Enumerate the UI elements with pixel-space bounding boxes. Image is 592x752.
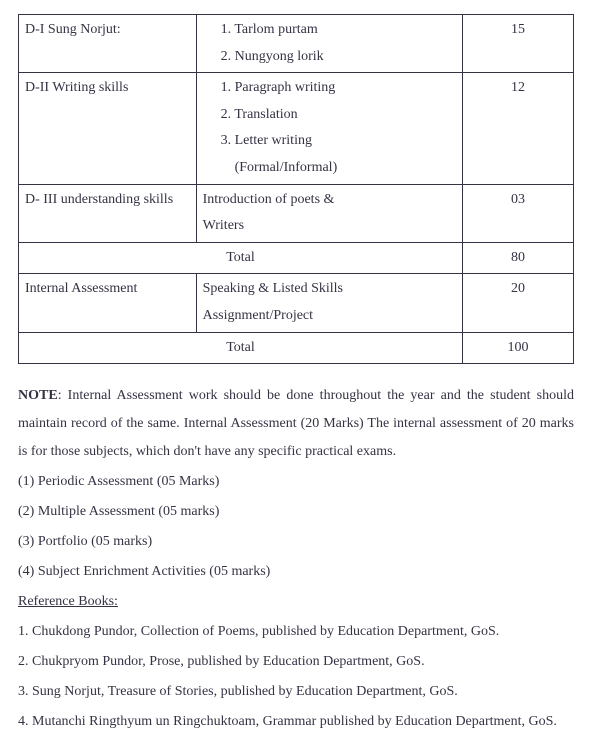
list-item: (3) Portfolio (05 marks) [18,528,574,556]
marks-cell: 12 [462,73,573,184]
topic-line: (Formal/Informal) [221,155,456,182]
table-row: Internal Assessment Speaking & Listed Sk… [19,274,574,332]
reference-item: 2. Chukpryom Pundor, Prose, published by… [18,648,574,676]
topics-cell: 1. Paragraph writing 2. Translation 3. L… [196,73,462,184]
total-row: Total 100 [19,332,574,364]
marks-cell: 15 [462,15,573,73]
section-cell: Internal Assessment [19,274,197,332]
topics-cell: Introduction of poets & Writers [196,184,462,242]
topic-line: Assignment/Project [203,303,456,330]
total-value: 100 [462,332,573,364]
reference-item: 3. Sung Norjut, Treasure of Stories, pub… [18,678,574,706]
topic-line: Introduction of poets & [203,187,456,214]
total-row: Total 80 [19,242,574,274]
note-bold: NOTE [18,388,58,403]
table-row: D-I Sung Norjut: 1. Tarlom purtam 2. Nun… [19,15,574,73]
topic-line: 3. Letter writing [221,128,456,155]
total-value: 80 [462,242,573,274]
section-cell: D-II Writing skills [19,73,197,184]
topic-line: 2. Translation [221,102,456,129]
topics-cell: 1. Tarlom purtam 2. Nungyong lorik [196,15,462,73]
topics-cell: Speaking & Listed Skills Assignment/Proj… [196,274,462,332]
table-row: D-II Writing skills 1. Paragraph writing… [19,73,574,184]
table-row: D- III understanding skills Introduction… [19,184,574,242]
reference-item: 1. Chukdong Pundor, Collection of Poems,… [18,618,574,646]
list-item: (4) Subject Enrichment Activities (05 ma… [18,558,574,586]
reference-item: 4. Mutanchi Ringthyum un Ringchuktoam, G… [18,708,574,736]
note-paragraph: NOTE: Internal Assessment work should be… [18,382,574,466]
marks-cell: 20 [462,274,573,332]
note-text: : Internal Assessment work should be don… [18,388,574,459]
total-label: Total [19,332,463,364]
topic-line: Writers [203,213,456,240]
reference-title: Reference Books [18,594,114,609]
reference-section: Reference Books: 1. Chukdong Pundor, Col… [18,588,574,736]
topic-line: 1. Paragraph writing [221,75,456,102]
assessment-list: (1) Periodic Assessment (05 Marks) (2) M… [18,468,574,586]
topic-line: Speaking & Listed Skills [203,276,456,303]
list-item: (2) Multiple Assessment (05 marks) [18,498,574,526]
topic-line: 2. Nungyong lorik [221,44,456,71]
section-cell: D-I Sung Norjut: [19,15,197,73]
topic-line: 1. Tarlom purtam [221,17,456,44]
marks-cell: 03 [462,184,573,242]
list-item: (1) Periodic Assessment (05 Marks) [18,468,574,496]
syllabus-table: D-I Sung Norjut: 1. Tarlom purtam 2. Nun… [18,14,574,364]
section-cell: D- III understanding skills [19,184,197,242]
total-label: Total [19,242,463,274]
